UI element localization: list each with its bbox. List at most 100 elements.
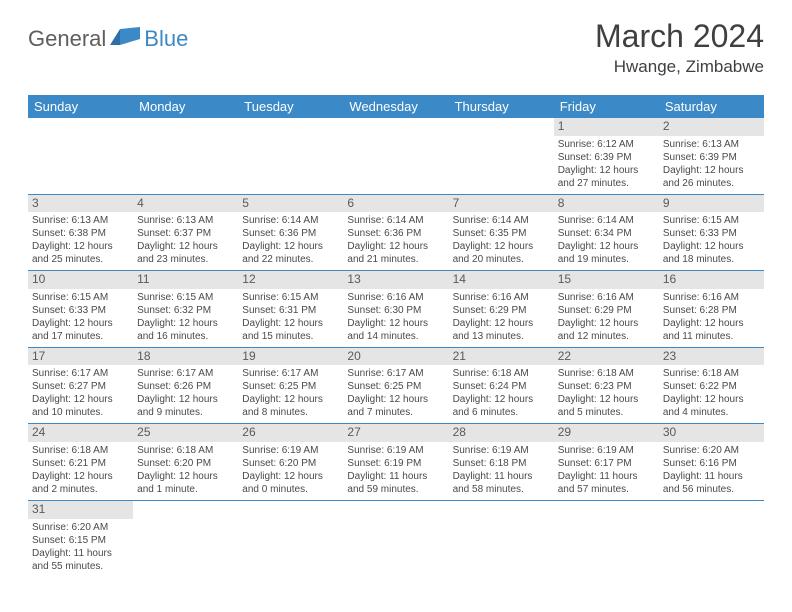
daylight-line1: Daylight: 12 hours bbox=[137, 393, 234, 406]
daylight-line1: Daylight: 11 hours bbox=[663, 470, 760, 483]
calendar-day-cell: 19Sunrise: 6:17 AMSunset: 6:25 PMDayligh… bbox=[238, 347, 343, 424]
daylight-line2: and 19 minutes. bbox=[558, 253, 655, 266]
calendar-empty-cell bbox=[343, 118, 448, 194]
daylight-line1: Daylight: 12 hours bbox=[347, 317, 444, 330]
daylight-line1: Daylight: 11 hours bbox=[453, 470, 550, 483]
calendar-day-cell: 21Sunrise: 6:18 AMSunset: 6:24 PMDayligh… bbox=[449, 347, 554, 424]
day-number: 18 bbox=[133, 348, 238, 366]
sunrise-text: Sunrise: 6:18 AM bbox=[32, 444, 129, 457]
daylight-line2: and 59 minutes. bbox=[347, 483, 444, 496]
day-number: 15 bbox=[554, 271, 659, 289]
calendar-empty-cell bbox=[238, 118, 343, 194]
daylight-line1: Daylight: 12 hours bbox=[558, 164, 655, 177]
sunset-text: Sunset: 6:25 PM bbox=[347, 380, 444, 393]
calendar-week-row: 17Sunrise: 6:17 AMSunset: 6:27 PMDayligh… bbox=[28, 347, 764, 424]
daylight-line1: Daylight: 12 hours bbox=[32, 317, 129, 330]
sunset-text: Sunset: 6:30 PM bbox=[347, 304, 444, 317]
day-number: 12 bbox=[238, 271, 343, 289]
calendar-day-cell: 14Sunrise: 6:16 AMSunset: 6:29 PMDayligh… bbox=[449, 271, 554, 348]
daylight-line1: Daylight: 12 hours bbox=[558, 393, 655, 406]
sunset-text: Sunset: 6:18 PM bbox=[453, 457, 550, 470]
sunrise-text: Sunrise: 6:16 AM bbox=[453, 291, 550, 304]
sunset-text: Sunset: 6:36 PM bbox=[242, 227, 339, 240]
sunset-text: Sunset: 6:34 PM bbox=[558, 227, 655, 240]
sunrise-text: Sunrise: 6:13 AM bbox=[32, 214, 129, 227]
daylight-line1: Daylight: 12 hours bbox=[242, 240, 339, 253]
sunset-text: Sunset: 6:25 PM bbox=[242, 380, 339, 393]
day-number: 27 bbox=[343, 424, 448, 442]
daylight-line2: and 15 minutes. bbox=[242, 330, 339, 343]
sunset-text: Sunset: 6:39 PM bbox=[663, 151, 760, 164]
daylight-line1: Daylight: 12 hours bbox=[453, 393, 550, 406]
sunrise-text: Sunrise: 6:16 AM bbox=[558, 291, 655, 304]
daylight-line2: and 2 minutes. bbox=[32, 483, 129, 496]
daylight-line2: and 25 minutes. bbox=[32, 253, 129, 266]
day-number: 1 bbox=[554, 118, 659, 136]
sunset-text: Sunset: 6:35 PM bbox=[453, 227, 550, 240]
sunset-text: Sunset: 6:22 PM bbox=[663, 380, 760, 393]
daylight-line1: Daylight: 12 hours bbox=[663, 393, 760, 406]
sunrise-text: Sunrise: 6:17 AM bbox=[32, 367, 129, 380]
day-header: Saturday bbox=[659, 95, 764, 118]
sunset-text: Sunset: 6:24 PM bbox=[453, 380, 550, 393]
sunrise-text: Sunrise: 6:19 AM bbox=[558, 444, 655, 457]
daylight-line2: and 20 minutes. bbox=[453, 253, 550, 266]
daylight-line2: and 13 minutes. bbox=[453, 330, 550, 343]
month-title: March 2024 bbox=[595, 18, 764, 55]
day-number: 25 bbox=[133, 424, 238, 442]
sunrise-text: Sunrise: 6:13 AM bbox=[137, 214, 234, 227]
sunrise-text: Sunrise: 6:14 AM bbox=[347, 214, 444, 227]
daylight-line1: Daylight: 12 hours bbox=[242, 317, 339, 330]
day-header: Friday bbox=[554, 95, 659, 118]
daylight-line2: and 0 minutes. bbox=[242, 483, 339, 496]
day-number: 6 bbox=[343, 195, 448, 213]
day-number: 22 bbox=[554, 348, 659, 366]
sunrise-text: Sunrise: 6:18 AM bbox=[453, 367, 550, 380]
day-number: 20 bbox=[343, 348, 448, 366]
sunset-text: Sunset: 6:20 PM bbox=[137, 457, 234, 470]
calendar-day-cell: 28Sunrise: 6:19 AMSunset: 6:18 PMDayligh… bbox=[449, 424, 554, 501]
daylight-line1: Daylight: 12 hours bbox=[242, 470, 339, 483]
sunrise-text: Sunrise: 6:17 AM bbox=[347, 367, 444, 380]
day-number: 4 bbox=[133, 195, 238, 213]
day-header: Monday bbox=[133, 95, 238, 118]
calendar-day-cell: 7Sunrise: 6:14 AMSunset: 6:35 PMDaylight… bbox=[449, 194, 554, 271]
day-number: 8 bbox=[554, 195, 659, 213]
day-number: 3 bbox=[28, 195, 133, 213]
day-number: 23 bbox=[659, 348, 764, 366]
daylight-line2: and 27 minutes. bbox=[558, 177, 655, 190]
daylight-line1: Daylight: 12 hours bbox=[663, 317, 760, 330]
daylight-line1: Daylight: 12 hours bbox=[32, 240, 129, 253]
title-block: March 2024 Hwange, Zimbabwe bbox=[595, 18, 764, 77]
location: Hwange, Zimbabwe bbox=[595, 57, 764, 77]
sunrise-text: Sunrise: 6:14 AM bbox=[558, 214, 655, 227]
calendar-day-cell: 10Sunrise: 6:15 AMSunset: 6:33 PMDayligh… bbox=[28, 271, 133, 348]
daylight-line2: and 12 minutes. bbox=[558, 330, 655, 343]
sunrise-text: Sunrise: 6:19 AM bbox=[453, 444, 550, 457]
daylight-line1: Daylight: 12 hours bbox=[453, 240, 550, 253]
daylight-line1: Daylight: 12 hours bbox=[453, 317, 550, 330]
day-number: 13 bbox=[343, 271, 448, 289]
sunset-text: Sunset: 6:16 PM bbox=[663, 457, 760, 470]
daylight-line2: and 9 minutes. bbox=[137, 406, 234, 419]
day-number: 11 bbox=[133, 271, 238, 289]
sunset-text: Sunset: 6:21 PM bbox=[32, 457, 129, 470]
daylight-line2: and 22 minutes. bbox=[242, 253, 339, 266]
calendar-day-cell: 17Sunrise: 6:17 AMSunset: 6:27 PMDayligh… bbox=[28, 347, 133, 424]
daylight-line1: Daylight: 12 hours bbox=[663, 240, 760, 253]
daylight-line2: and 18 minutes. bbox=[663, 253, 760, 266]
day-number: 30 bbox=[659, 424, 764, 442]
sunset-text: Sunset: 6:29 PM bbox=[558, 304, 655, 317]
sunrise-text: Sunrise: 6:19 AM bbox=[242, 444, 339, 457]
daylight-line2: and 7 minutes. bbox=[347, 406, 444, 419]
calendar-empty-cell bbox=[449, 500, 554, 576]
day-number: 29 bbox=[554, 424, 659, 442]
calendar-day-cell: 25Sunrise: 6:18 AMSunset: 6:20 PMDayligh… bbox=[133, 424, 238, 501]
day-number: 2 bbox=[659, 118, 764, 136]
sunrise-text: Sunrise: 6:16 AM bbox=[663, 291, 760, 304]
calendar-day-cell: 20Sunrise: 6:17 AMSunset: 6:25 PMDayligh… bbox=[343, 347, 448, 424]
daylight-line1: Daylight: 11 hours bbox=[32, 547, 129, 560]
calendar-day-cell: 22Sunrise: 6:18 AMSunset: 6:23 PMDayligh… bbox=[554, 347, 659, 424]
daylight-line2: and 56 minutes. bbox=[663, 483, 760, 496]
calendar-day-cell: 5Sunrise: 6:14 AMSunset: 6:36 PMDaylight… bbox=[238, 194, 343, 271]
